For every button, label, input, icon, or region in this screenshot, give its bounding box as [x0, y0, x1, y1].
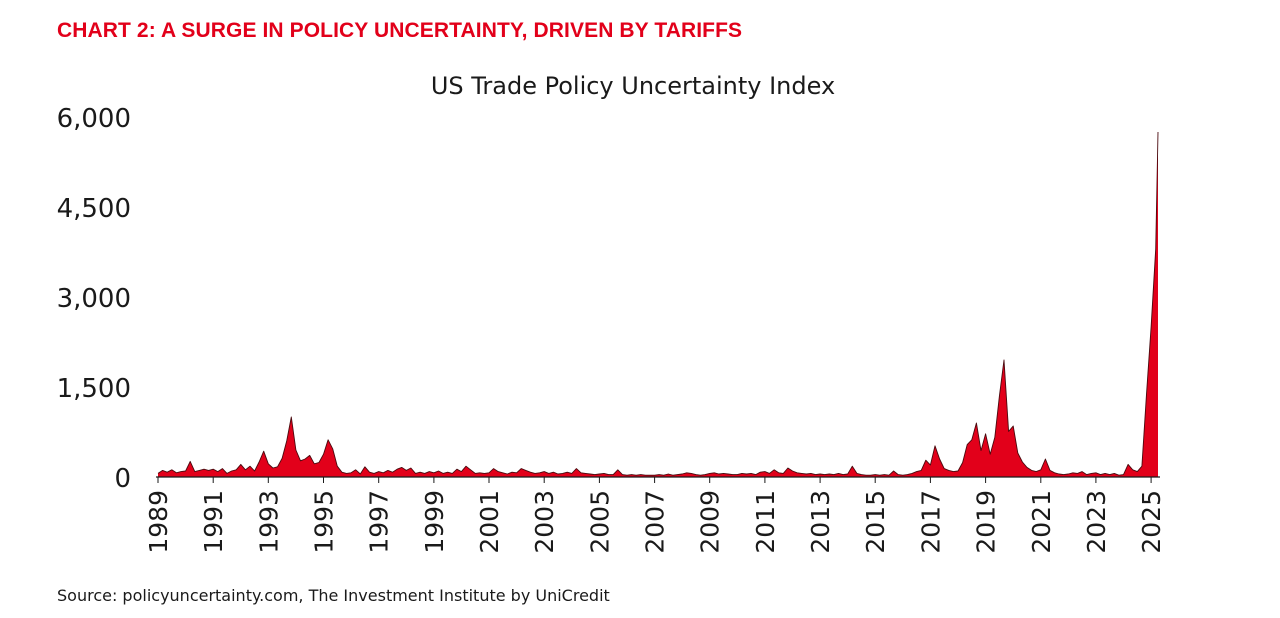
x-tick-label: 2023 — [1082, 490, 1111, 554]
x-axis-tick-labels: 1989 1991 1993 1995 1997 1999 2001 2003 2005 2007… — [144, 490, 1166, 554]
x-tick-label: 2003 — [530, 490, 559, 554]
x-tick-label: 2001 — [475, 490, 504, 554]
y-axis-tick-labels: 0 1,500 3,000 4,500 6,000 — [57, 104, 131, 494]
x-tick-label: 2019 — [972, 490, 1001, 554]
x-tick-label: 2009 — [696, 490, 725, 554]
x-tick-label: 2013 — [806, 490, 835, 554]
y-tick-label: 0 — [114, 464, 131, 494]
x-tick-label: 1999 — [420, 490, 449, 554]
area-line-series-0 — [157, 131, 1159, 476]
x-tick-label: 2025 — [1137, 490, 1166, 554]
y-tick-label: 6,000 — [57, 104, 131, 134]
x-tick-label: 2015 — [861, 490, 890, 554]
x-tick-label: 1991 — [199, 490, 228, 554]
x-tick-label: 2021 — [1027, 490, 1056, 554]
y-tick-label: 4,500 — [57, 194, 131, 224]
x-tick-label: 2007 — [641, 490, 670, 554]
x-tick-label: 2011 — [751, 490, 780, 554]
y-tick-label: 1,500 — [57, 374, 131, 404]
x-tick-label: 1993 — [254, 490, 283, 554]
chart-title: US Trade Policy Uncertainty Index — [430, 72, 836, 100]
source-note: Source: policyuncertainty.com, The Inves… — [57, 586, 610, 605]
chart-headline: CHART 2: A SURGE IN POLICY UNCERTAINTY, … — [57, 19, 743, 42]
x-tick-label: 1995 — [310, 490, 339, 554]
x-tick-label: 1997 — [365, 490, 394, 554]
area-series-layer — [157, 131, 1159, 477]
y-tick-label: 3,000 — [57, 284, 131, 314]
axis-layer — [156, 476, 1160, 483]
x-tick-label: 2017 — [916, 490, 945, 554]
x-tick-label: 2005 — [585, 490, 614, 554]
x-tick-label: 1989 — [144, 490, 173, 554]
